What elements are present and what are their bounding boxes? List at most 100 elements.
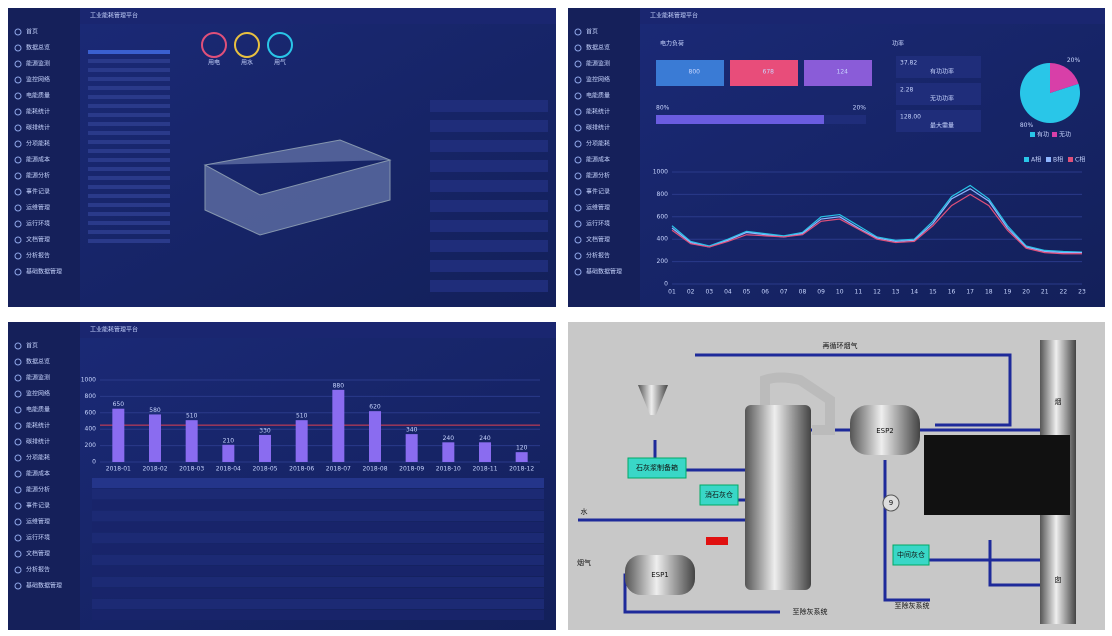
menu-item[interactable]: 事件记录 — [26, 188, 50, 196]
menu-item[interactable]: 能源成本 — [26, 156, 50, 164]
menu-icon[interactable] — [574, 188, 582, 196]
menu-icon[interactable] — [574, 204, 582, 212]
menu-icon[interactable] — [14, 92, 22, 100]
menu-icon[interactable] — [14, 566, 22, 574]
menu-icon[interactable] — [14, 438, 22, 446]
menu-item[interactable]: 能源监测 — [26, 60, 50, 68]
menu-icon[interactable] — [14, 124, 22, 132]
menu-icon[interactable] — [14, 236, 22, 244]
menu-item[interactable]: 运行环境 — [586, 220, 610, 228]
menu-icon[interactable] — [14, 268, 22, 276]
menu-item[interactable]: 文档管理 — [586, 236, 610, 244]
menu-item[interactable]: 能源成本 — [586, 156, 610, 164]
menu-icon[interactable] — [14, 454, 22, 462]
menu-icon[interactable] — [574, 252, 582, 260]
menu-icon[interactable] — [574, 172, 582, 180]
menu-item[interactable]: 首页 — [26, 342, 38, 350]
menu-icon[interactable] — [14, 342, 22, 350]
menu-icon[interactable] — [574, 236, 582, 244]
menu-icon[interactable] — [14, 60, 22, 68]
menu-icon[interactable] — [14, 252, 22, 260]
menu-icon[interactable] — [14, 534, 22, 542]
menu-item[interactable]: 数据总览 — [26, 44, 50, 52]
menu-icon[interactable] — [574, 140, 582, 148]
menu-icon[interactable] — [14, 390, 22, 398]
menu-item[interactable]: 数据总览 — [586, 44, 610, 52]
menu-item[interactable]: 监控网络 — [586, 76, 610, 84]
menu-item[interactable]: 碳排统计 — [26, 124, 50, 132]
menu-icon[interactable] — [14, 358, 22, 366]
menu-item[interactable]: 事件记录 — [26, 502, 50, 510]
menu-item[interactable]: 文档管理 — [26, 550, 50, 558]
menu-icon[interactable] — [14, 486, 22, 494]
menu-icon[interactable] — [574, 108, 582, 116]
menu-item[interactable]: 电能质量 — [26, 92, 50, 100]
menu-item[interactable]: 能源监测 — [586, 60, 610, 68]
menu-icon[interactable] — [14, 76, 22, 84]
menu-icon[interactable] — [14, 422, 22, 430]
menu-icon[interactable] — [574, 268, 582, 276]
menu-item[interactable]: 分项能耗 — [586, 140, 610, 148]
menu-icon[interactable] — [14, 28, 22, 36]
bar-value-label: 210 — [223, 437, 235, 444]
menu-icon[interactable] — [14, 502, 22, 510]
menu-item[interactable]: 电能质量 — [26, 406, 50, 414]
menu-icon[interactable] — [14, 156, 22, 164]
menu-item[interactable]: 能源成本 — [26, 470, 50, 478]
menu-item[interactable]: 分析报告 — [26, 566, 50, 574]
menu-item[interactable]: 碳排统计 — [586, 124, 610, 132]
menu-icon[interactable] — [14, 108, 22, 116]
menu-item[interactable]: 首页 — [586, 28, 598, 36]
gauge — [201, 32, 227, 58]
menu-item[interactable]: 能源监测 — [26, 374, 50, 382]
menu-item[interactable]: 分析报告 — [26, 252, 50, 260]
menu-item[interactable]: 分析报告 — [586, 252, 610, 260]
menu-item[interactable]: 监控网络 — [26, 390, 50, 398]
menu-item[interactable]: 基础数据管理 — [586, 268, 622, 276]
menu-item[interactable]: 首页 — [26, 28, 38, 36]
menu-icon[interactable] — [574, 44, 582, 52]
menu-item[interactable]: 电能质量 — [586, 92, 610, 100]
menu-item[interactable]: 能源分析 — [26, 486, 50, 494]
menu-icon[interactable] — [14, 188, 22, 196]
menu-item[interactable]: 能耗统计 — [26, 108, 50, 116]
menu-icon[interactable] — [14, 406, 22, 414]
menu-item[interactable]: 分项能耗 — [26, 140, 50, 148]
menu-icon[interactable] — [14, 44, 22, 52]
menu-icon[interactable] — [574, 60, 582, 68]
menu-item[interactable]: 碳排统计 — [26, 438, 50, 446]
menu-icon[interactable] — [14, 140, 22, 148]
table-row — [92, 522, 544, 532]
menu-icon[interactable] — [574, 156, 582, 164]
menu-icon[interactable] — [574, 76, 582, 84]
menu-item[interactable]: 数据总览 — [26, 358, 50, 366]
menu-item[interactable]: 基础数据管理 — [26, 268, 62, 276]
menu-icon[interactable] — [574, 124, 582, 132]
menu-item[interactable]: 运维管理 — [26, 518, 50, 526]
menu-icon[interactable] — [14, 518, 22, 526]
menu-icon[interactable] — [574, 220, 582, 228]
menu-item[interactable]: 能耗统计 — [26, 422, 50, 430]
menu-item[interactable]: 分项能耗 — [26, 454, 50, 462]
menu-item[interactable]: 运行环境 — [26, 220, 50, 228]
menu-item[interactable]: 事件记录 — [586, 188, 610, 196]
menu-item[interactable]: 基础数据管理 — [26, 582, 62, 590]
menu-icon[interactable] — [14, 172, 22, 180]
menu-icon[interactable] — [14, 204, 22, 212]
menu-item[interactable]: 运维管理 — [26, 204, 50, 212]
menu-item[interactable]: 运行环境 — [26, 534, 50, 542]
tree-row — [88, 122, 170, 126]
menu-icon[interactable] — [574, 92, 582, 100]
menu-icon[interactable] — [574, 28, 582, 36]
menu-icon[interactable] — [14, 470, 22, 478]
menu-item[interactable]: 文档管理 — [26, 236, 50, 244]
menu-icon[interactable] — [14, 582, 22, 590]
menu-item[interactable]: 能源分析 — [586, 172, 610, 180]
menu-icon[interactable] — [14, 220, 22, 228]
menu-item[interactable]: 监控网络 — [26, 76, 50, 84]
menu-icon[interactable] — [14, 550, 22, 558]
menu-item[interactable]: 能源分析 — [26, 172, 50, 180]
menu-item[interactable]: 能耗统计 — [586, 108, 610, 116]
menu-item[interactable]: 运维管理 — [586, 204, 610, 212]
menu-icon[interactable] — [14, 374, 22, 382]
